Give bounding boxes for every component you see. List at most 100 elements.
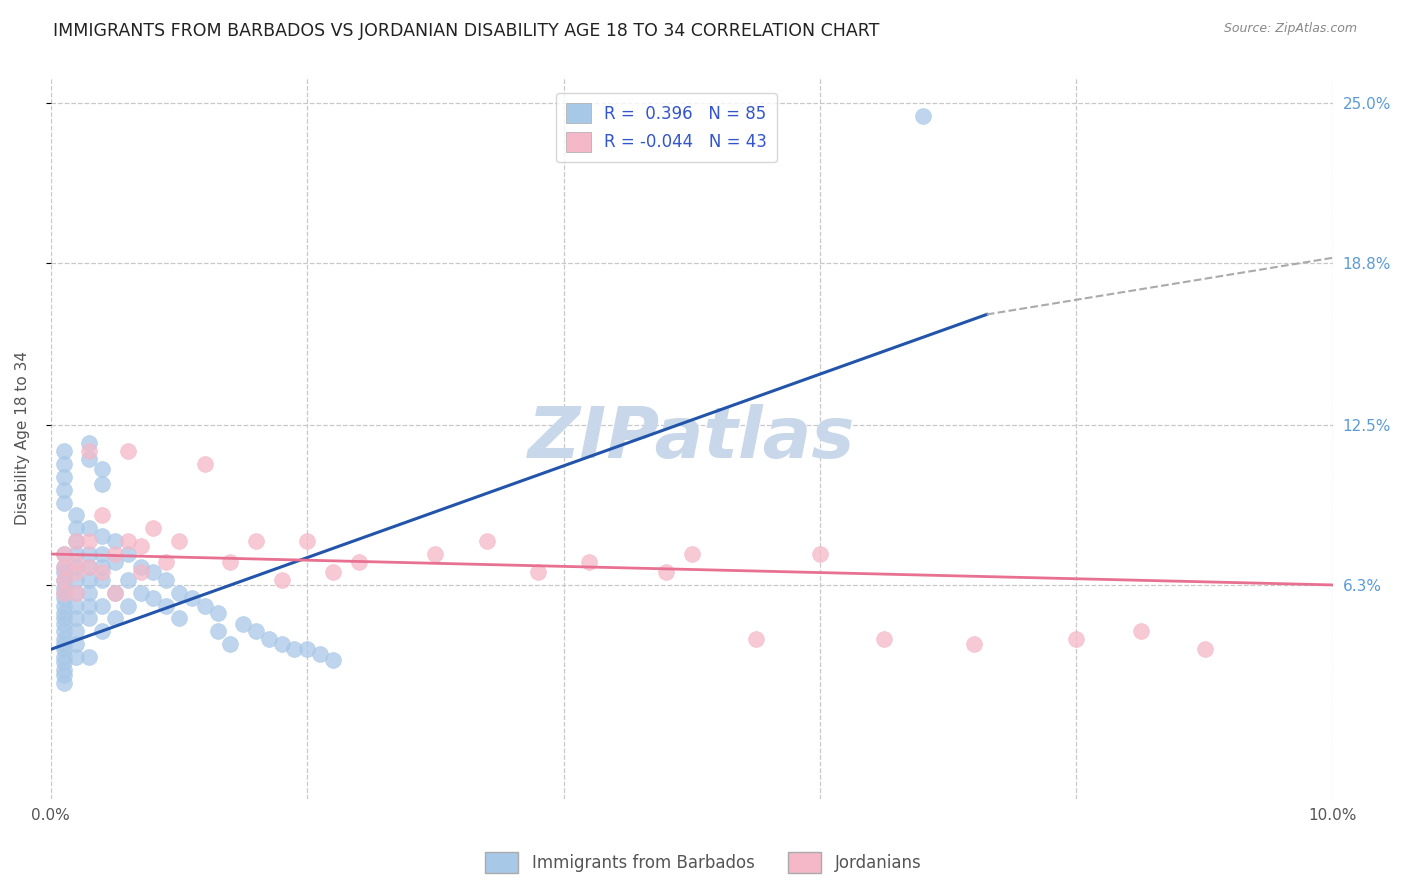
Point (155, 573, 177, 587)
Point (65, 624, 87, 639)
Point (79, 650, 101, 665)
Point (270, 573, 292, 587)
Text: IMMIGRANTS FROM BARBADOS VS JORDANIAN DISABILITY AGE 18 TO 34 CORRELATION CHART: IMMIGRANTS FROM BARBADOS VS JORDANIAN DI… (53, 22, 880, 40)
Point (167, 611, 190, 625)
Point (270, 637, 292, 651)
Point (52, 565, 75, 579)
Point (257, 632, 280, 646)
Point (681, 547, 703, 561)
Point (129, 560, 152, 574)
Point (104, 585, 127, 599)
Point (322, 565, 344, 579)
Point (79, 436, 101, 450)
Point (104, 585, 127, 599)
Point (104, 547, 127, 561)
Point (194, 599, 217, 613)
Point (52, 632, 75, 646)
Point (65, 521, 87, 535)
Point (91, 573, 114, 587)
Point (1066, 632, 1088, 646)
Point (79, 521, 101, 535)
Point (245, 534, 267, 549)
Point (911, 109, 934, 123)
Point (808, 547, 831, 561)
Point (52, 655, 75, 669)
Point (79, 560, 101, 574)
Point (52, 624, 75, 639)
Point (52, 483, 75, 497)
Point (52, 668, 75, 682)
Point (52, 663, 75, 677)
Point (65, 534, 87, 549)
Point (65, 650, 87, 665)
Point (1194, 642, 1216, 657)
Point (65, 573, 87, 587)
Point (52, 591, 75, 605)
Point (91, 462, 114, 476)
Point (91, 565, 114, 579)
Point (52, 573, 75, 587)
Point (52, 585, 75, 599)
Point (297, 642, 319, 657)
Point (117, 534, 139, 549)
Point (52, 585, 75, 599)
Point (65, 637, 87, 651)
Text: Source: ZipAtlas.com: Source: ZipAtlas.com (1223, 22, 1357, 36)
Point (309, 648, 332, 662)
Point (425, 547, 447, 561)
Point (117, 573, 139, 587)
Point (65, 555, 87, 569)
Point (322, 653, 344, 667)
Point (52, 642, 75, 657)
Point (91, 560, 114, 574)
Point (245, 624, 267, 639)
Point (91, 599, 114, 613)
Point (52, 676, 75, 690)
Point (65, 611, 87, 625)
Point (117, 547, 139, 561)
Point (91, 477, 114, 491)
Point (104, 611, 127, 625)
Point (527, 565, 550, 579)
Point (52, 560, 75, 574)
Point (52, 616, 75, 631)
Point (52, 611, 75, 625)
Point (65, 599, 87, 613)
Point (142, 565, 165, 579)
Point (65, 560, 87, 574)
Point (129, 585, 152, 599)
Point (52, 469, 75, 483)
Point (963, 637, 986, 651)
Point (873, 632, 896, 646)
Point (129, 539, 152, 553)
Point (91, 529, 114, 543)
Point (65, 534, 87, 549)
Point (52, 560, 75, 574)
Point (65, 508, 87, 523)
Point (52, 581, 75, 595)
Point (52, 637, 75, 651)
Point (52, 547, 75, 561)
Point (52, 457, 75, 471)
Point (79, 560, 101, 574)
Point (52, 495, 75, 509)
Point (1129, 624, 1152, 639)
Point (79, 451, 101, 466)
Point (104, 555, 127, 569)
Point (283, 642, 305, 657)
Point (104, 534, 127, 549)
Point (79, 573, 101, 587)
Y-axis label: Disability Age 18 to 34: Disability Age 18 to 34 (15, 351, 30, 525)
Point (142, 521, 165, 535)
Point (232, 616, 254, 631)
Point (52, 650, 75, 665)
Point (475, 534, 498, 549)
Point (117, 444, 139, 458)
Point (52, 599, 75, 613)
Point (297, 534, 319, 549)
Point (52, 444, 75, 458)
Point (129, 565, 152, 579)
Point (52, 607, 75, 621)
Point (155, 555, 177, 569)
Point (219, 555, 242, 569)
